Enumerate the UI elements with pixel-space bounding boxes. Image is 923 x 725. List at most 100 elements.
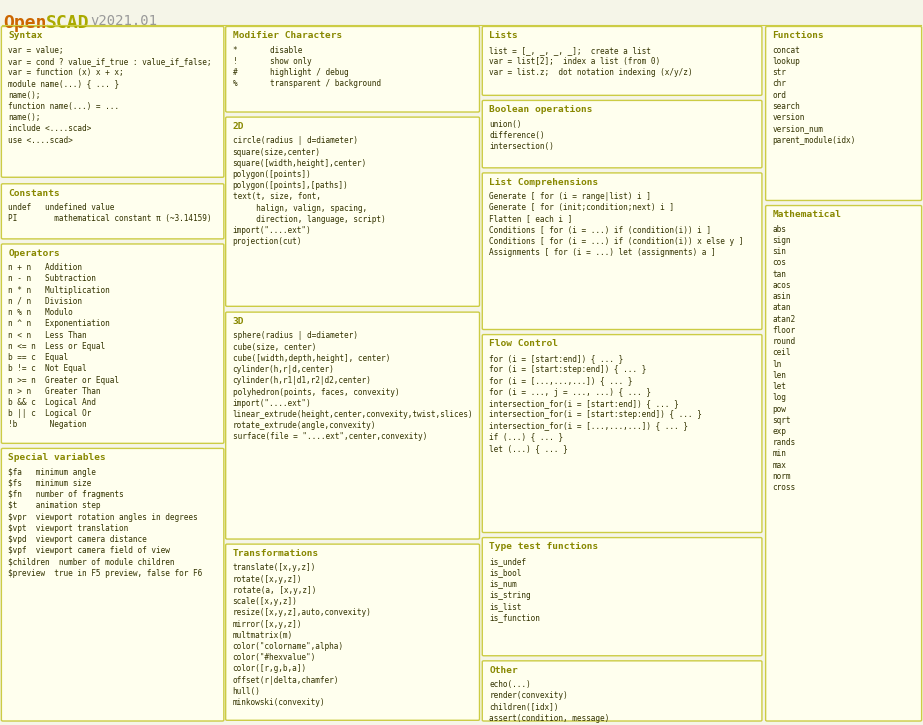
Text: for (i = [start:step:end]) { ... }: for (i = [start:step:end]) { ... } (489, 365, 646, 374)
Text: b && c  Logical And: b && c Logical And (8, 398, 96, 407)
FancyBboxPatch shape (766, 27, 921, 201)
Text: Flatten [ each i ]: Flatten [ each i ] (489, 215, 572, 223)
Text: n > n   Greater Than: n > n Greater Than (8, 386, 101, 396)
Text: min: min (773, 450, 786, 458)
Text: is_num: is_num (489, 579, 517, 588)
Text: var = list[2];  index a list (from 0): var = list[2]; index a list (from 0) (489, 57, 660, 66)
Text: Operators: Operators (8, 249, 60, 257)
Text: $vpf  viewport camera field of view: $vpf viewport camera field of view (8, 547, 170, 555)
Text: max: max (773, 460, 786, 470)
Text: Flow Control: Flow Control (489, 339, 558, 348)
Text: use <....scad>: use <....scad> (8, 136, 73, 144)
Text: minkowski(convexity): minkowski(convexity) (233, 698, 325, 707)
Text: List Comprehensions: List Comprehensions (489, 178, 598, 186)
Text: rotate_extrude(angle,convexity): rotate_extrude(angle,convexity) (233, 421, 376, 430)
Text: module name(...) { ... }: module name(...) { ... } (8, 79, 119, 88)
Text: chr: chr (773, 79, 786, 88)
Text: $children  number of module children: $children number of module children (8, 558, 174, 566)
Text: !b       Negation: !b Negation (8, 420, 87, 429)
Text: cylinder(h,r1|d1,r2|d2,center): cylinder(h,r1|d1,r2|d2,center) (233, 376, 371, 385)
Text: sin: sin (773, 247, 786, 256)
Text: ln: ln (773, 360, 782, 368)
Text: if (...) { ... }: if (...) { ... } (489, 433, 563, 442)
Text: n - n   Subtraction: n - n Subtraction (8, 275, 96, 283)
Text: SCAD: SCAD (46, 14, 90, 32)
Text: Generate [ for (i = range|list) i ]: Generate [ for (i = range|list) i ] (489, 192, 651, 201)
FancyBboxPatch shape (483, 661, 762, 721)
Text: Special variables: Special variables (8, 453, 106, 462)
FancyBboxPatch shape (766, 206, 921, 721)
FancyBboxPatch shape (483, 538, 762, 655)
Text: text(t, size, font,: text(t, size, font, (233, 192, 320, 202)
Text: polygon([points],[paths]): polygon([points],[paths]) (233, 181, 348, 190)
Text: !       show only: ! show only (233, 57, 311, 66)
FancyBboxPatch shape (483, 101, 762, 168)
Text: import("....ext"): import("....ext") (233, 226, 311, 235)
Text: square(size,center): square(size,center) (233, 148, 320, 157)
Text: log: log (773, 393, 786, 402)
Text: rands: rands (773, 438, 796, 447)
FancyBboxPatch shape (2, 27, 223, 177)
Text: n >= n  Greater or Equal: n >= n Greater or Equal (8, 376, 119, 384)
Text: halign, valign, spacing,: halign, valign, spacing, (233, 204, 366, 212)
Text: assert(condition, message): assert(condition, message) (489, 713, 609, 723)
Text: function name(...) = ...: function name(...) = ... (8, 102, 119, 111)
Text: color("colorname",alpha): color("colorname",alpha) (233, 642, 343, 651)
Text: search: search (773, 102, 800, 111)
Text: is_string: is_string (489, 590, 531, 600)
FancyBboxPatch shape (225, 544, 480, 720)
Text: color("#hexvalue"): color("#hexvalue") (233, 653, 316, 662)
Text: Other: Other (489, 666, 518, 674)
Text: ceil: ceil (773, 348, 791, 357)
Text: offset(r|delta,chamfer): offset(r|delta,chamfer) (233, 676, 339, 684)
Text: Constants: Constants (8, 188, 60, 197)
Text: version_num: version_num (773, 124, 823, 133)
Text: exp: exp (773, 427, 786, 436)
Text: var = value;: var = value; (8, 46, 64, 54)
Text: round: round (773, 337, 796, 346)
Text: children([idx]): children([idx]) (489, 703, 558, 711)
Text: polyhedron(points, faces, convexity): polyhedron(points, faces, convexity) (233, 387, 399, 397)
Text: str: str (773, 68, 786, 77)
Text: atan2: atan2 (773, 315, 796, 323)
Text: b != c  Not Equal: b != c Not Equal (8, 364, 87, 373)
Text: resize([x,y,z],auto,convexity): resize([x,y,z],auto,convexity) (233, 608, 371, 617)
Text: var = list.z;  dot notation indexing (x/y/z): var = list.z; dot notation indexing (x/y… (489, 68, 692, 77)
FancyBboxPatch shape (225, 27, 480, 112)
Text: n / n   Division: n / n Division (8, 297, 82, 306)
Text: cylinder(h,r|d,center): cylinder(h,r|d,center) (233, 365, 334, 374)
Text: for (i = [...,...,...]) { ... }: for (i = [...,...,...]) { ... } (489, 376, 632, 385)
FancyBboxPatch shape (483, 173, 762, 329)
Text: Type test functions: Type test functions (489, 542, 598, 551)
Text: Mathematical: Mathematical (773, 210, 842, 219)
Text: version: version (773, 113, 805, 122)
Text: $preview  true in F5 preview, false for F6: $preview true in F5 preview, false for F… (8, 569, 202, 578)
Text: intersection(): intersection() (489, 142, 554, 151)
Text: Modifier Characters: Modifier Characters (233, 31, 342, 40)
Text: echo(...): echo(...) (489, 680, 531, 689)
Text: import("....ext"): import("....ext") (233, 399, 311, 407)
Text: ord: ord (773, 91, 786, 99)
Text: multmatrix(m): multmatrix(m) (233, 631, 293, 639)
Text: len: len (773, 370, 786, 380)
Text: hull(): hull() (233, 687, 260, 696)
Text: $fn   number of fragments: $fn number of fragments (8, 490, 124, 499)
Text: direction, language, script): direction, language, script) (233, 215, 385, 224)
Text: union(): union() (489, 120, 521, 128)
Text: tan: tan (773, 270, 786, 278)
Text: var = cond ? value_if_true : value_if_false;: var = cond ? value_if_true : value_if_fa… (8, 57, 211, 66)
Text: intersection_for(i = [...,...,...]) { ... }: intersection_for(i = [...,...,...]) { ..… (489, 421, 688, 430)
Text: asin: asin (773, 292, 791, 301)
Text: abs: abs (773, 225, 786, 233)
Text: Generate [ for (init;condition;next) i ]: Generate [ for (init;condition;next) i ] (489, 203, 674, 212)
Text: n < n   Less Than: n < n Less Than (8, 331, 87, 339)
Text: cube(size, center): cube(size, center) (233, 342, 316, 352)
Text: floor: floor (773, 326, 796, 335)
Text: is_function: is_function (489, 613, 540, 622)
Text: atan: atan (773, 303, 791, 312)
Text: %       transparent / background: % transparent / background (233, 79, 380, 88)
Text: sign: sign (773, 236, 791, 245)
Text: list = [_, _, _, _];  create a list: list = [_, _, _, _]; create a list (489, 46, 651, 54)
Text: n + n   Addition: n + n Addition (8, 263, 82, 272)
Text: is_undef: is_undef (489, 557, 526, 566)
